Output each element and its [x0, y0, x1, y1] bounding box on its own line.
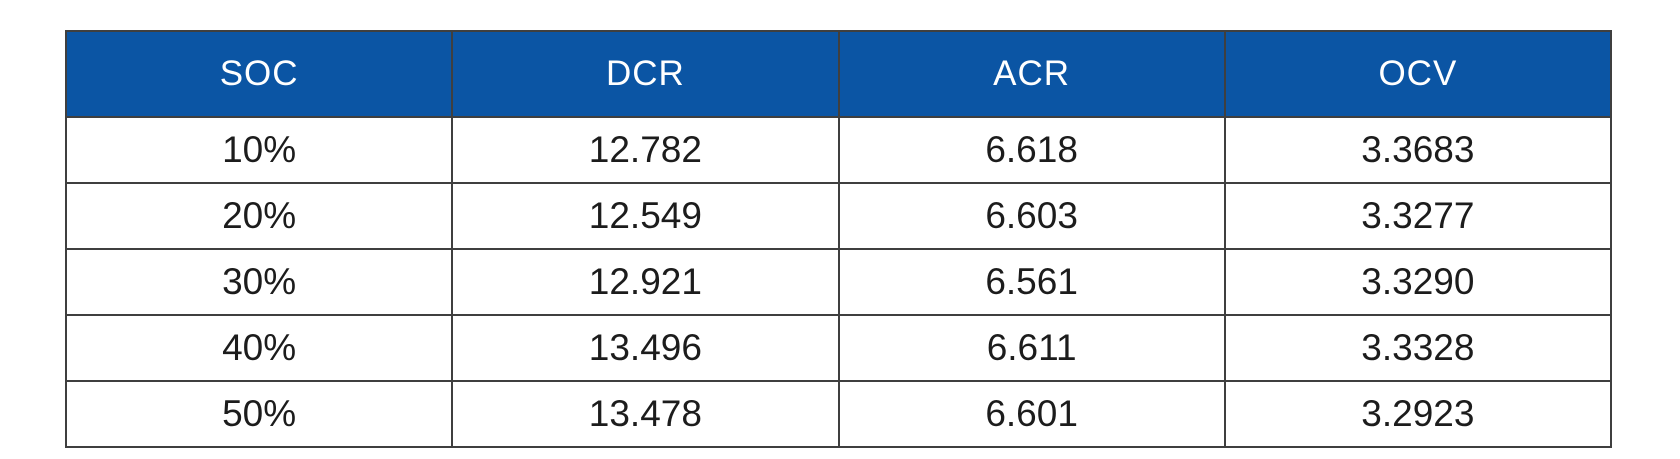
cell-soc: 20% — [64, 182, 454, 250]
cell-dcr: 12.921 — [451, 248, 840, 316]
cell-dcr: 13.478 — [451, 380, 840, 448]
cell-ocv: 3.3683 — [1223, 116, 1613, 184]
cell-ocv: 3.3328 — [1223, 314, 1613, 382]
cell-acr: 6.603 — [837, 182, 1226, 250]
cell-ocv: 3.2923 — [1223, 380, 1613, 448]
table-row: 40% 13.496 6.611 3.3328 — [64, 314, 1613, 382]
soc-characteristics-table: SOC DCR ACR OCV 10% 12.782 6.618 3.3683 … — [64, 30, 1613, 448]
cell-dcr: 12.549 — [451, 182, 840, 250]
cell-acr: 6.601 — [837, 380, 1226, 448]
cell-acr: 6.561 — [837, 248, 1226, 316]
column-header-acr: ACR — [837, 30, 1226, 118]
cell-acr: 6.611 — [837, 314, 1226, 382]
column-header-soc: SOC — [64, 30, 454, 118]
table-row: 20% 12.549 6.603 3.3277 — [64, 182, 1613, 250]
cell-dcr: 13.496 — [451, 314, 840, 382]
table-row: 30% 12.921 6.561 3.3290 — [64, 248, 1613, 316]
column-header-ocv: OCV — [1223, 30, 1613, 118]
cell-soc: 40% — [64, 314, 454, 382]
cell-ocv: 3.3277 — [1223, 182, 1613, 250]
cell-soc: 30% — [64, 248, 454, 316]
cell-ocv: 3.3290 — [1223, 248, 1613, 316]
cell-soc: 50% — [64, 380, 454, 448]
table-row: 10% 12.782 6.618 3.3683 — [64, 116, 1613, 184]
table-header-row: SOC DCR ACR OCV — [64, 30, 1613, 118]
column-header-dcr: DCR — [451, 30, 840, 118]
cell-soc: 10% — [64, 116, 454, 184]
cell-acr: 6.618 — [837, 116, 1226, 184]
table-row: 50% 13.478 6.601 3.2923 — [64, 380, 1613, 448]
cell-dcr: 12.782 — [451, 116, 840, 184]
